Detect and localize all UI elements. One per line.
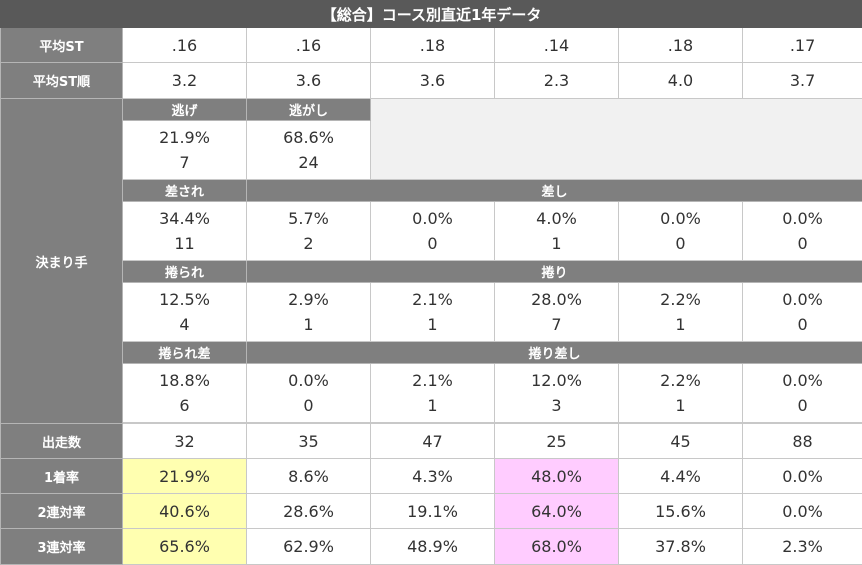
value-cell-highlight: 68.0% — [495, 529, 619, 565]
value-cell: 19.1% — [371, 494, 495, 529]
value-cell-highlight: 21.9% — [123, 459, 247, 494]
value-cell: 0.0%0 — [743, 364, 862, 423]
sashi-values-row: 34.4%11 5.7%2 0.0%0 4.0%1 0.0%0 0.0%0 — [1, 202, 862, 261]
value-cell: 2.2%1 — [619, 364, 743, 423]
value-cell-highlight: 48.0% — [495, 459, 619, 494]
value-cell: 3.6 — [247, 63, 371, 99]
value-cell: 2.9%1 — [247, 283, 371, 342]
value-cell: .16 — [123, 28, 247, 63]
value-cell: 37.8% — [619, 529, 743, 565]
top2-rate-row: 2連対率 40.6% 28.6% 19.1% 64.0% 15.6% 0.0% — [1, 494, 862, 529]
starts-row: 出走数 32 35 47 25 45 88 — [1, 424, 862, 459]
value-cell: 48.9% — [371, 529, 495, 565]
makurare-header: 捲られ — [123, 261, 247, 283]
value-cell: 62.9% — [247, 529, 371, 565]
makuri-sashi-header: 捲り差し — [247, 342, 862, 364]
row-label: 平均ST — [1, 28, 123, 63]
value-cell: 4.0 — [619, 63, 743, 99]
value-cell: 15.6% — [619, 494, 743, 529]
value-cell: 47 — [371, 424, 495, 459]
value-cell: 32 — [123, 424, 247, 459]
value-cell: 2.2%1 — [619, 283, 743, 342]
value-cell: 2.1%1 — [371, 283, 495, 342]
row-label: 平均ST順 — [1, 63, 123, 99]
win-rate-row: 1着率 21.9% 8.6% 4.3% 48.0% 4.4% 0.0% — [1, 459, 862, 494]
value-cell: 3.2 — [123, 63, 247, 99]
makurare-sashi-header: 捲られ差 — [123, 342, 247, 364]
nigashi-header: 逃がし — [247, 99, 371, 121]
value-cell-highlight: 65.6% — [123, 529, 247, 565]
makuri-header: 捲り — [247, 261, 862, 283]
makuri-sashi-values-row: 18.8%6 0.0%0 2.1%1 12.0%3 2.2%1 0.0%0 — [1, 364, 862, 423]
value-cell-highlight: 40.6% — [123, 494, 247, 529]
value-cell: 3.7 — [743, 63, 862, 99]
value-cell: 18.8%6 — [123, 364, 247, 423]
value-cell: 4.3% — [371, 459, 495, 494]
sashi-header: 差し — [247, 180, 862, 202]
value-cell: 12.5%4 — [123, 283, 247, 342]
row-label: 2連対率 — [1, 494, 123, 529]
top3-rate-row: 3連対率 65.6% 62.9% 48.9% 68.0% 37.8% 2.3% — [1, 529, 862, 565]
table-title: 【総合】コース別直近1年データ — [1, 1, 862, 28]
sashi-header-row: 差され 差し — [1, 180, 862, 202]
value-cell: 4.0%1 — [495, 202, 619, 261]
value-cell: 0.0%0 — [247, 364, 371, 423]
avg-st-row: 平均ST .16 .16 .18 .14 .18 .17 — [1, 28, 862, 63]
value-cell: 0.0%0 — [371, 202, 495, 261]
kimarite-label: 決まり手 — [1, 99, 123, 424]
avg-st-rank-row: 平均ST順 3.2 3.6 3.6 2.3 4.0 3.7 — [1, 63, 862, 99]
value-cell: 2.3% — [743, 529, 862, 565]
value-cell: 28.6% — [247, 494, 371, 529]
value-cell: .16 — [247, 28, 371, 63]
row-label: 1着率 — [1, 459, 123, 494]
sasare-header: 差され — [123, 180, 247, 202]
value-cell: 2.3 — [495, 63, 619, 99]
value-cell: 0.0% — [743, 459, 862, 494]
value-cell: 25 — [495, 424, 619, 459]
value-cell: 2.1%1 — [371, 364, 495, 423]
makuri-sashi-header-row: 捲られ差 捲り差し — [1, 342, 862, 364]
value-cell: 8.6% — [247, 459, 371, 494]
value-cell: 0.0% — [743, 494, 862, 529]
row-label: 3連対率 — [1, 529, 123, 565]
row-label: 出走数 — [1, 424, 123, 459]
value-cell: 0.0%0 — [743, 202, 862, 261]
value-cell: .18 — [371, 28, 495, 63]
value-cell: 0.0%0 — [743, 283, 862, 342]
value-cell-highlight: 64.0% — [495, 494, 619, 529]
nige-header: 逃げ — [123, 99, 247, 121]
value-cell: 0.0%0 — [619, 202, 743, 261]
value-cell: 88 — [743, 424, 862, 459]
empty-area — [371, 99, 862, 180]
makuri-header-row: 捲られ 捲り — [1, 261, 862, 283]
value-cell: 21.9%7 — [123, 121, 247, 180]
value-cell: 35 — [247, 424, 371, 459]
value-cell: .14 — [495, 28, 619, 63]
value-cell: .18 — [619, 28, 743, 63]
value-cell: 3.6 — [371, 63, 495, 99]
value-cell: 45 — [619, 424, 743, 459]
value-cell: 28.0%7 — [495, 283, 619, 342]
value-cell: 12.0%3 — [495, 364, 619, 423]
value-cell: 34.4%11 — [123, 202, 247, 261]
value-cell: 68.6%24 — [247, 121, 371, 180]
nige-header-row: 決まり手 逃げ 逃がし — [1, 99, 862, 121]
value-cell: .17 — [743, 28, 862, 63]
makuri-values-row: 12.5%4 2.9%1 2.1%1 28.0%7 2.2%1 0.0%0 — [1, 283, 862, 342]
value-cell: 5.7%2 — [247, 202, 371, 261]
value-cell: 4.4% — [619, 459, 743, 494]
